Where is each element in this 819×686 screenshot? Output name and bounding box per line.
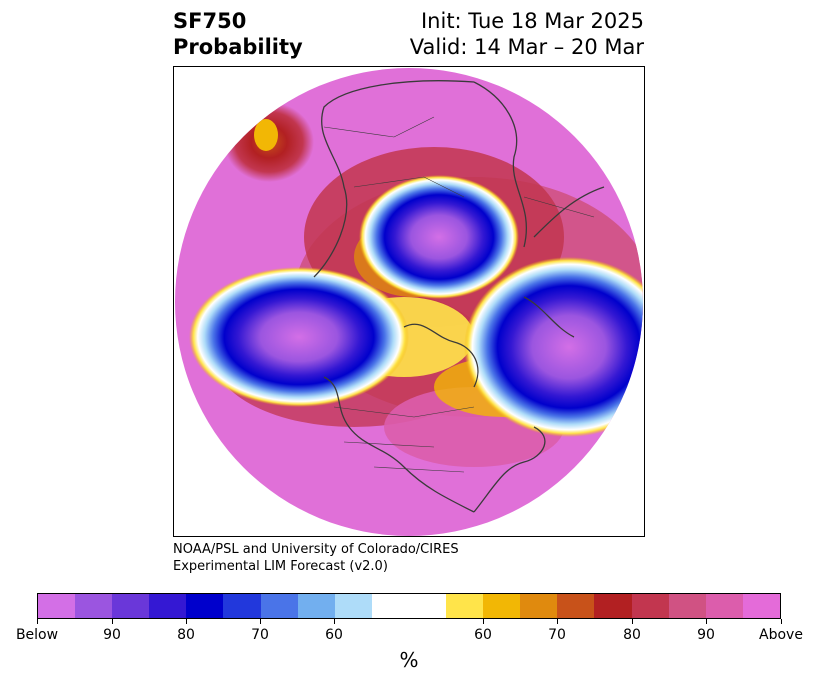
colorbar-segment	[705, 594, 743, 618]
colorbar-segment	[631, 594, 669, 618]
colorbar	[37, 593, 781, 619]
colorbar-tick-label: Below	[15, 627, 59, 643]
colorbar-segment	[557, 594, 595, 618]
colorbar-unit-label: %	[399, 648, 419, 672]
credit-line-2: Experimental LIM Forecast (v2.0)	[173, 559, 388, 574]
colorbar-tick-mark	[780, 619, 782, 624]
init-date: Init: Tue 18 Mar 2025	[420, 9, 644, 33]
map-frame	[173, 66, 645, 537]
colorbar-tick-mark	[631, 619, 633, 624]
colorbar-segment	[186, 594, 224, 618]
colorbar-tick-mark	[259, 619, 261, 624]
colorbar-tick-label: 70	[548, 627, 566, 643]
colorbar-tick-mark	[185, 619, 187, 624]
colorbar-tick-mark	[482, 619, 484, 624]
colorbar-tick-mark	[36, 619, 38, 624]
colorbar-tick-label: 90	[697, 627, 715, 643]
colorbar-segment	[742, 594, 780, 618]
colorbar-segment	[594, 594, 632, 618]
forecast-map	[175, 68, 643, 536]
chart-title-left: SF750 Probability	[173, 8, 303, 60]
political-borders	[323, 116, 595, 473]
colorbar-tick-label: 60	[474, 627, 492, 643]
variable-name: SF750	[173, 9, 247, 33]
colorbar-tick-mark	[705, 619, 707, 624]
chart-title-right: Init: Tue 18 Mar 2025 Valid: 14 Mar – 20…	[410, 8, 644, 60]
colorbar-tick-label: Above	[759, 627, 803, 643]
colorbar-segment	[297, 594, 335, 618]
colorbar-tick-label: 90	[103, 627, 121, 643]
colorbar-segment	[223, 594, 261, 618]
map-disc	[175, 68, 643, 536]
colorbar-segment	[260, 594, 298, 618]
colorbar-segment	[149, 594, 187, 618]
variable-type: Probability	[173, 35, 303, 59]
colorbar-tick-mark	[111, 619, 113, 624]
colorbar-tick-mark	[556, 619, 558, 624]
colorbar-tick-mark	[333, 619, 335, 624]
colorbar-segment	[668, 594, 706, 618]
credit-text: NOAA/PSL and University of Colorado/CIRE…	[173, 541, 459, 575]
colorbar-segment	[520, 594, 558, 618]
valid-range: Valid: 14 Mar – 20 Mar	[409, 35, 644, 59]
colorbar-segment	[38, 594, 76, 618]
credit-line-1: NOAA/PSL and University of Colorado/CIRE…	[173, 542, 459, 557]
colorbar-segment	[75, 594, 113, 618]
colorbar-tick-label: 70	[251, 627, 269, 643]
colorbar-segment	[483, 594, 521, 618]
colorbar-segment	[334, 594, 372, 618]
colorbar-tick-label: 60	[325, 627, 343, 643]
colorbar-segment	[371, 594, 447, 618]
colorbar-segment	[446, 594, 484, 618]
coastlines	[313, 80, 605, 513]
colorbar-segment	[112, 594, 150, 618]
colorbar-tick-label: 80	[177, 627, 195, 643]
colorbar-tick-label: 80	[623, 627, 641, 643]
